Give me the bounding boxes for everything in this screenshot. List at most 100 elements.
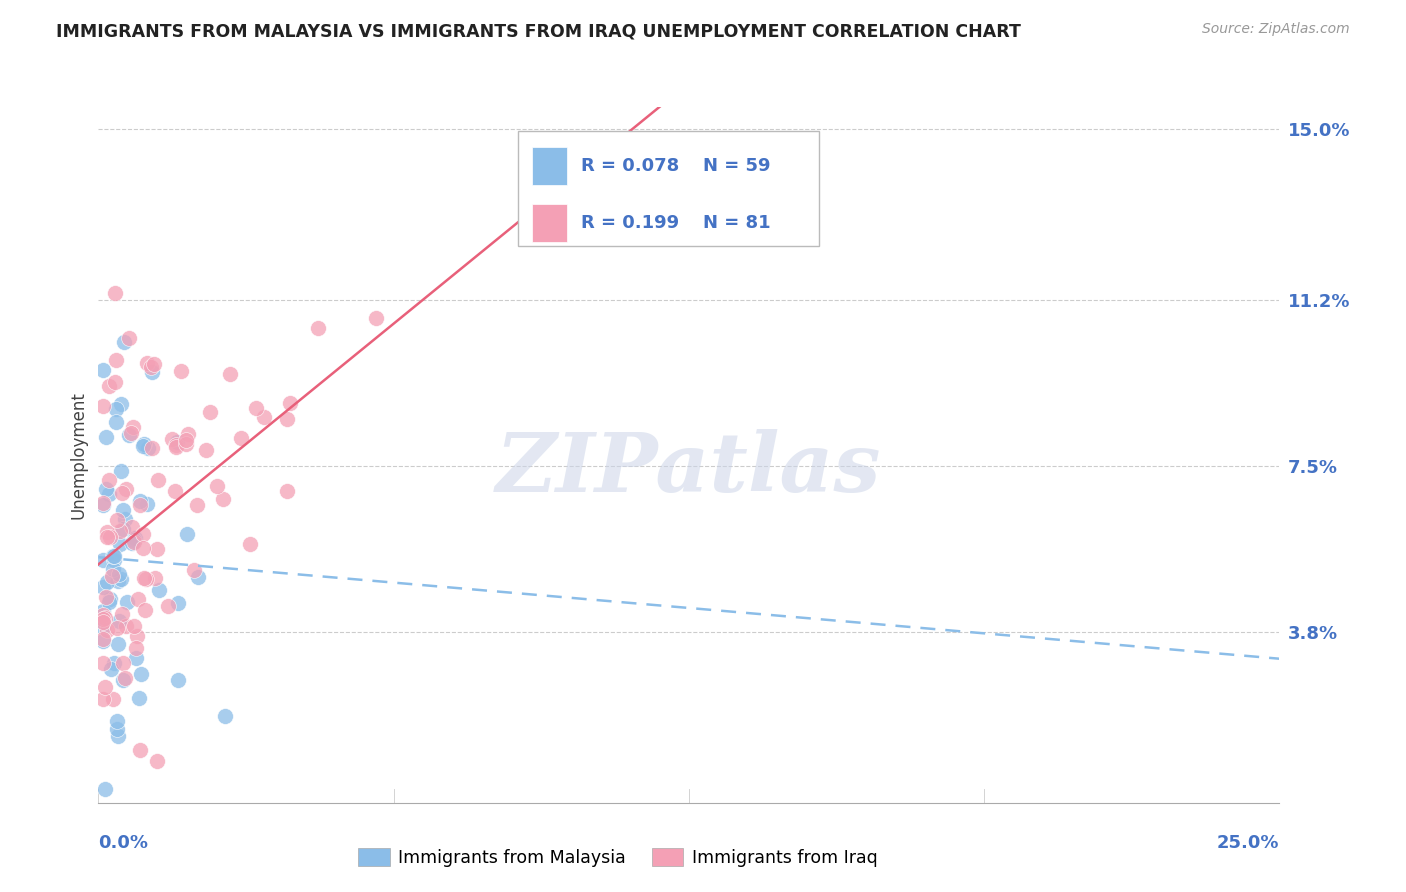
Point <box>96 524 118 539</box>
Point <box>94 430 117 444</box>
Point <box>91 552 114 566</box>
Point <box>122 534 145 549</box>
Point <box>105 621 128 635</box>
Point <box>91 399 114 413</box>
Text: R = 0.078: R = 0.078 <box>582 157 679 175</box>
Point <box>118 331 141 345</box>
Point <box>111 503 134 517</box>
Point <box>91 612 114 626</box>
Point <box>165 440 187 454</box>
Point <box>107 637 129 651</box>
Point <box>91 580 114 594</box>
Point <box>145 754 167 768</box>
Point <box>166 435 188 450</box>
Point <box>103 549 125 563</box>
Point <box>138 442 160 456</box>
Point <box>148 473 170 487</box>
Point <box>177 426 200 441</box>
Point <box>186 498 208 512</box>
Point <box>94 782 117 797</box>
Point <box>124 531 146 545</box>
Point <box>105 401 128 416</box>
Point <box>107 567 129 582</box>
Point <box>103 692 125 706</box>
Point <box>110 486 132 500</box>
Point <box>148 583 170 598</box>
Point <box>111 522 134 536</box>
Point <box>129 743 152 757</box>
Point <box>163 484 186 499</box>
Point <box>104 375 127 389</box>
Text: IMMIGRANTS FROM MALAYSIA VS IMMIGRANTS FROM IRAQ UNEMPLOYMENT CORRELATION CHART: IMMIGRANTS FROM MALAYSIA VS IMMIGRANTS F… <box>56 22 1021 40</box>
Point <box>107 574 129 589</box>
Point <box>91 692 114 706</box>
Point <box>364 310 387 325</box>
Y-axis label: Unemployment: Unemployment <box>69 391 87 519</box>
Legend: Immigrants from Malaysia, Immigrants from Iraq: Immigrants from Malaysia, Immigrants fro… <box>352 841 884 874</box>
Point <box>146 541 169 556</box>
Point <box>91 363 114 377</box>
Point <box>108 614 131 628</box>
Point <box>111 656 134 670</box>
Point <box>93 680 115 694</box>
Point <box>105 513 128 527</box>
Point <box>205 479 228 493</box>
Point <box>112 334 135 349</box>
Point <box>91 632 114 646</box>
Point <box>157 599 180 613</box>
Point <box>97 487 120 501</box>
FancyBboxPatch shape <box>531 204 567 243</box>
Point <box>103 561 125 575</box>
Point <box>100 662 122 676</box>
Point <box>98 379 121 393</box>
Point <box>105 352 128 367</box>
Point <box>214 709 236 723</box>
Point <box>141 441 163 455</box>
Point <box>115 594 138 608</box>
Text: Source: ZipAtlas.com: Source: ZipAtlas.com <box>1202 22 1350 37</box>
Point <box>120 426 142 441</box>
Point <box>165 438 187 452</box>
FancyBboxPatch shape <box>531 146 567 185</box>
Point <box>93 611 115 625</box>
Text: 25.0%: 25.0% <box>1218 834 1279 852</box>
Point <box>176 527 198 541</box>
Point <box>105 723 128 737</box>
Point <box>101 568 124 582</box>
Point <box>96 574 118 589</box>
Point <box>145 570 167 584</box>
Point <box>129 493 152 508</box>
Point <box>125 651 148 665</box>
Point <box>127 629 149 643</box>
Point <box>198 405 221 419</box>
Point <box>101 549 124 563</box>
Point <box>134 436 156 450</box>
Point <box>98 591 121 606</box>
Point <box>132 526 155 541</box>
Point <box>121 535 143 549</box>
Point <box>122 619 145 633</box>
Point <box>103 553 125 567</box>
Text: R = 0.199: R = 0.199 <box>582 214 679 232</box>
Point <box>104 286 127 301</box>
Point <box>143 357 166 371</box>
Point <box>183 563 205 577</box>
Point <box>114 671 136 685</box>
Point <box>132 440 155 454</box>
Point <box>91 656 114 670</box>
Point <box>174 434 197 448</box>
Point <box>105 714 128 728</box>
Point <box>91 498 114 512</box>
Text: ZIPatlas: ZIPatlas <box>496 429 882 508</box>
Point <box>121 420 143 434</box>
Point <box>231 431 253 445</box>
Point <box>132 571 155 585</box>
FancyBboxPatch shape <box>517 131 818 246</box>
Point <box>114 512 136 526</box>
Point <box>307 320 329 334</box>
Point <box>96 590 118 604</box>
Point <box>121 520 143 534</box>
Point <box>105 415 128 429</box>
Point <box>170 364 193 378</box>
Point <box>111 607 134 621</box>
